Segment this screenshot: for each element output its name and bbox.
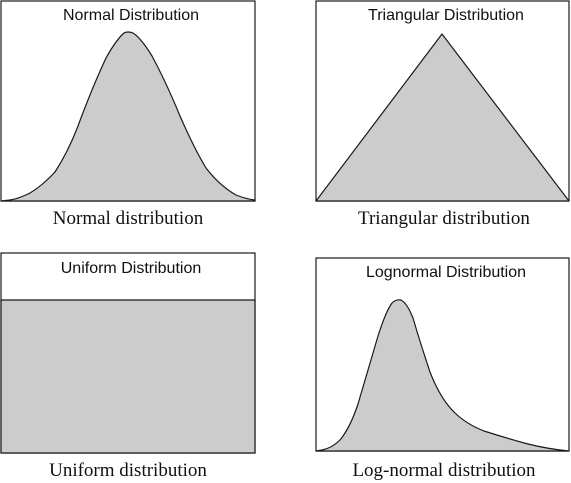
panel-normal: Normal Distribution <box>0 0 256 202</box>
lognormal-curve <box>315 299 570 452</box>
triangular-shape <box>315 33 570 202</box>
panel-uniform: Uniform Distribution <box>0 252 256 454</box>
panel-uniform-title: Uniform Distribution <box>61 260 201 277</box>
panel-triangular: Triangular Distribution <box>315 0 570 202</box>
panel-triangular-title: Triangular Distribution <box>368 7 524 24</box>
normal-curve <box>0 31 256 202</box>
uniform-shape <box>0 299 256 454</box>
panel-triangular-caption: Triangular distribution <box>358 208 530 229</box>
panel-lognormal: Lognormal Distribution <box>315 257 570 452</box>
panel-normal-title: Normal Distribution <box>63 7 199 24</box>
panel-uniform-caption: Uniform distribution <box>49 460 207 481</box>
panel-lognormal-caption: Log-normal distribution <box>352 460 536 481</box>
panel-normal-caption: Normal distribution <box>53 208 204 229</box>
panel-lognormal-title: Lognormal Distribution <box>366 264 526 281</box>
